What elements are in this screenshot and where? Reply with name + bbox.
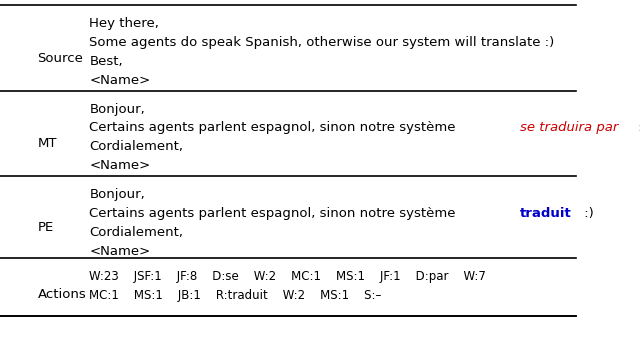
Text: Cordialement,: Cordialement,	[90, 140, 183, 153]
Text: <Name>: <Name>	[90, 74, 150, 87]
Text: Bonjour,: Bonjour,	[90, 188, 145, 201]
Text: Some agents do speak Spanish, otherwise our system will translate :): Some agents do speak Spanish, otherwise …	[90, 36, 555, 49]
Text: W:23    JSF:1    JF:8    D:se    W:2    MC:1    MS:1    JF:1    D:par    W:7: W:23 JSF:1 JF:8 D:se W:2 MC:1 MS:1 JF:1 …	[90, 270, 486, 283]
Text: Hey there,: Hey there,	[90, 17, 159, 30]
Text: :): :)	[580, 207, 594, 220]
Text: PE: PE	[38, 221, 54, 234]
Text: traduit: traduit	[520, 207, 572, 220]
Text: Certains agents parlent espagnol, sinon notre système: Certains agents parlent espagnol, sinon …	[90, 207, 460, 220]
Text: Source: Source	[38, 52, 83, 65]
Text: Certains agents parlent espagnol, sinon notre système: Certains agents parlent espagnol, sinon …	[90, 121, 460, 134]
Text: :): :)	[634, 121, 640, 134]
Text: MC:1    MS:1    JB:1    R:traduit    W:2    MS:1    S:–: MC:1 MS:1 JB:1 R:traduit W:2 MS:1 S:–	[90, 289, 381, 302]
Text: <Name>: <Name>	[90, 245, 150, 258]
Text: Best,: Best,	[90, 55, 123, 68]
Text: MT: MT	[38, 137, 57, 150]
Text: <Name>: <Name>	[90, 159, 150, 172]
Text: Actions: Actions	[38, 288, 86, 301]
Text: Bonjour,: Bonjour,	[90, 103, 145, 116]
Text: se traduira par: se traduira par	[520, 121, 618, 134]
Text: Cordialement,: Cordialement,	[90, 226, 183, 239]
